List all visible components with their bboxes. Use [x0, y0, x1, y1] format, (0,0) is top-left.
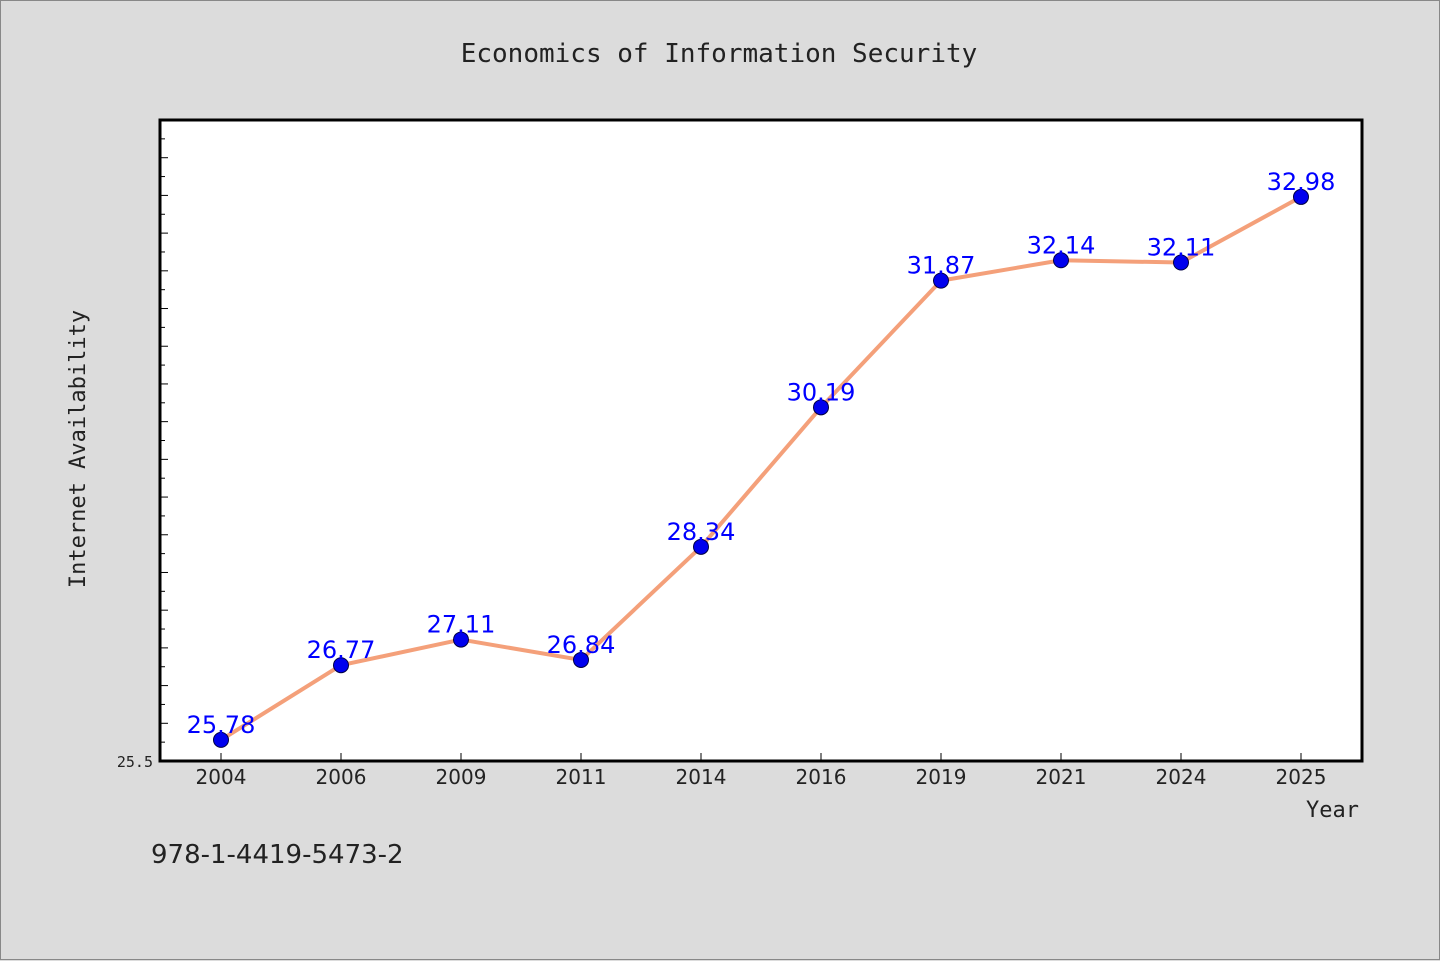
- x-tick-label: 2024: [1156, 765, 1207, 789]
- y-tick-label: 25.5: [117, 753, 153, 771]
- data-point: [933, 272, 949, 289]
- plot-area: [158, 118, 1364, 763]
- data-point: [573, 651, 589, 668]
- data-point: [1293, 188, 1309, 205]
- data-point: [693, 538, 709, 555]
- y-axis-label: Internet Availability: [66, 310, 91, 588]
- x-tick-label: 2009: [436, 765, 487, 789]
- series-line: [219, 195, 1302, 742]
- data-point: [1173, 254, 1189, 271]
- x-tick-label: 2025: [1276, 765, 1327, 789]
- data-point: [333, 657, 349, 674]
- data-label: 27.11: [427, 611, 496, 639]
- data-label: 26.84: [547, 631, 616, 659]
- data-label: 28.34: [667, 518, 736, 546]
- data-point: [453, 631, 469, 648]
- data-label: 32.14: [1027, 231, 1096, 259]
- x-tick-label: 2014: [676, 765, 727, 789]
- data-label: 26.77: [307, 636, 376, 664]
- data-point: [213, 731, 229, 748]
- x-axis-ticks: [220, 753, 1302, 761]
- x-tick-label: 2004: [196, 765, 247, 789]
- y-axis-ticks: [160, 119, 168, 762]
- data-label: 32.98: [1267, 168, 1336, 196]
- x-tick-label: 2016: [796, 765, 847, 789]
- data-label: 32.11: [1147, 234, 1216, 262]
- x-axis-tick-labels: 2004 2006 2009 2011 2014 2016 2019 2021 2024 2025: [196, 765, 1327, 789]
- data-labels: 25.78 26.77 27.11 26.84 28.34 30.19 31.87 32.14…: [187, 168, 1336, 739]
- data-label: 30.19: [787, 378, 856, 406]
- data-label: 25.78: [187, 711, 256, 739]
- data-point: [813, 399, 829, 416]
- x-tick-label: 2011: [556, 765, 607, 789]
- x-tick-label: 2006: [316, 765, 367, 789]
- data-point: [1053, 252, 1069, 269]
- x-axis-label: Year: [1306, 798, 1359, 823]
- data-label: 31.87: [907, 252, 976, 280]
- x-tick-label: 2021: [1036, 765, 1087, 789]
- footnote-isbn: 978-1-4419-5473-2: [151, 840, 404, 870]
- x-tick-label: 2019: [916, 765, 967, 789]
- chart-title: Economics of Information Security: [461, 39, 978, 69]
- series-markers: [213, 188, 1309, 748]
